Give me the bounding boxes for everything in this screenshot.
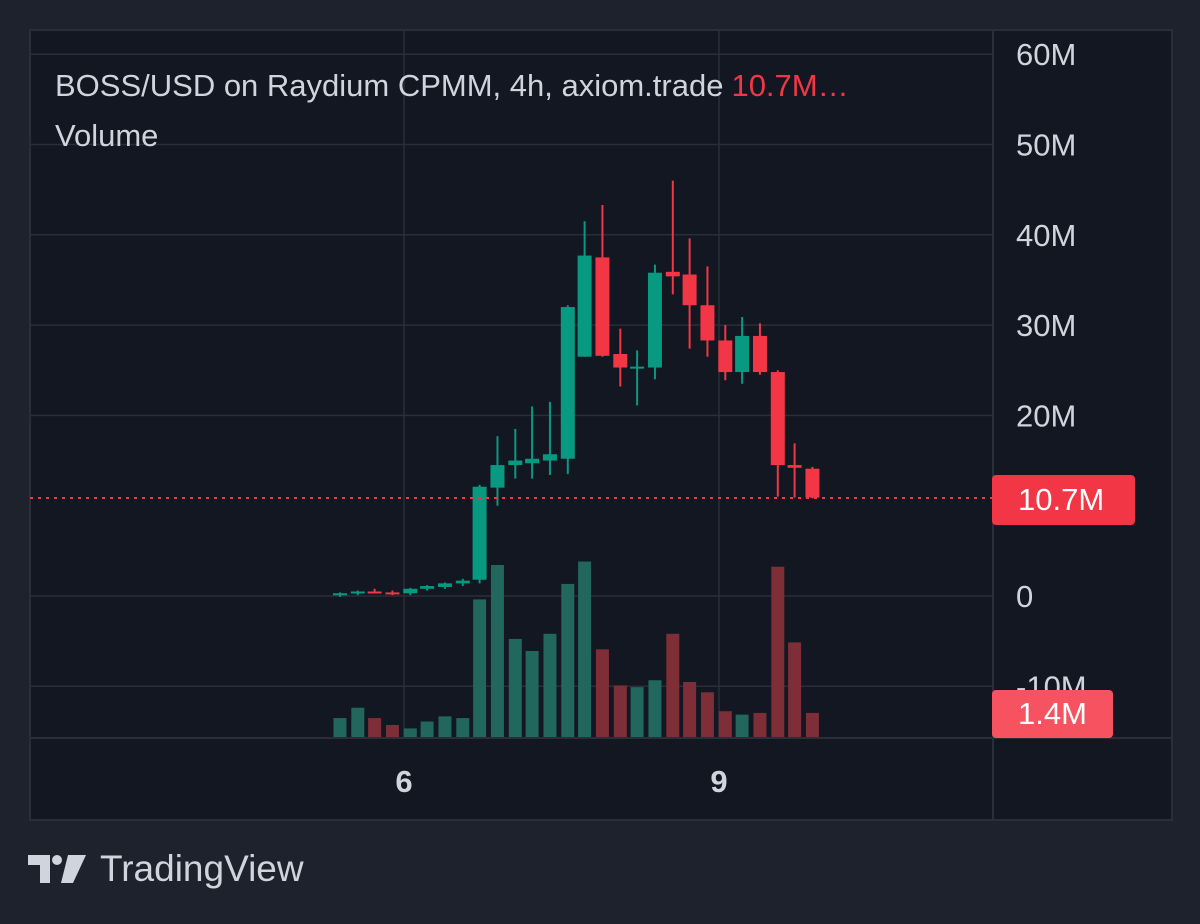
candle-body	[770, 372, 785, 466]
volume-bar	[666, 633, 680, 737]
volume-bar	[561, 583, 575, 737]
tradingview-logo-icon	[28, 855, 86, 883]
volume-bar	[648, 680, 662, 737]
x-tick-label: 6	[395, 764, 412, 799]
y-tick-label: 50M	[1016, 128, 1076, 163]
volume-bar	[613, 685, 627, 737]
candle-body	[508, 460, 523, 466]
volume-bar	[805, 712, 819, 737]
volume-bar	[490, 565, 504, 737]
volume-bar	[543, 633, 557, 737]
candlesticks	[332, 180, 820, 597]
legend-title[interactable]: BOSS/USD on Raydium CPMM, 4h, axiom.trad…	[55, 68, 849, 104]
volume-bar	[700, 692, 714, 737]
candle-body	[595, 257, 610, 356]
volume-bar	[351, 707, 365, 737]
y-tick-label: 0	[1016, 579, 1033, 614]
last-volume-badge: 1.4M	[992, 690, 1113, 738]
y-tick-label: 60M	[1016, 37, 1076, 72]
candle-body	[613, 353, 628, 368]
candle-body	[630, 366, 645, 369]
volume-bar	[473, 599, 487, 737]
volume-bar	[788, 642, 802, 737]
volume-bar	[630, 687, 644, 737]
volume-bar	[578, 561, 592, 737]
candle-body	[437, 583, 452, 587]
candle-body	[665, 271, 680, 277]
y-tick-label: 20M	[1016, 398, 1076, 433]
volume-bar	[753, 712, 767, 737]
candle-body	[542, 454, 557, 461]
y-tick-label: 40M	[1016, 218, 1076, 253]
candle-body	[718, 340, 733, 373]
candle-body	[403, 588, 418, 594]
tradingview-footer[interactable]: TradingView	[28, 846, 304, 892]
volume-bar	[420, 721, 434, 737]
candle-body	[805, 468, 820, 498]
volume-bar	[718, 711, 732, 737]
volume-bar	[771, 566, 785, 737]
candle-body	[577, 255, 592, 357]
y-tick-label: 30M	[1016, 308, 1076, 343]
candle-body	[752, 335, 767, 373]
candle-body	[490, 465, 505, 488]
volume-bar	[368, 718, 382, 737]
last-price-badge: 10.7M	[992, 475, 1135, 525]
legend-volume[interactable]: Volume	[55, 118, 159, 153]
volume-bar	[456, 718, 470, 737]
volume-bar	[385, 724, 399, 737]
candle-body	[682, 274, 697, 306]
candle-body	[525, 458, 540, 464]
volume-bar	[438, 716, 452, 737]
volume-bar	[403, 728, 417, 737]
x-tick-label: 9	[710, 764, 727, 799]
candle-body	[367, 591, 382, 594]
candle-body	[385, 592, 400, 595]
volume-bars	[333, 561, 819, 737]
candle-body	[455, 580, 470, 584]
volume-bar	[735, 714, 749, 737]
candle-body	[332, 593, 347, 596]
volume-bar	[508, 638, 522, 737]
volume-bar	[595, 649, 609, 737]
volume-bar	[683, 681, 697, 737]
candle-body	[735, 335, 750, 373]
candle-body	[350, 591, 365, 594]
gridlines	[30, 30, 993, 738]
tradingview-brand: TradingView	[100, 848, 304, 889]
candle-body	[420, 586, 435, 589]
volume-bar	[525, 651, 539, 737]
candle-body	[647, 272, 662, 368]
candle-body	[700, 305, 715, 341]
volume-bar	[333, 718, 347, 737]
legend-symbol: BOSS/USD on Raydium CPMM, 4h, axiom.trad…	[55, 68, 724, 103]
candle-body	[560, 307, 575, 459]
candle-body	[472, 486, 487, 580]
candle-body	[787, 465, 802, 468]
legend-last-value: 10.7M…	[731, 68, 849, 103]
